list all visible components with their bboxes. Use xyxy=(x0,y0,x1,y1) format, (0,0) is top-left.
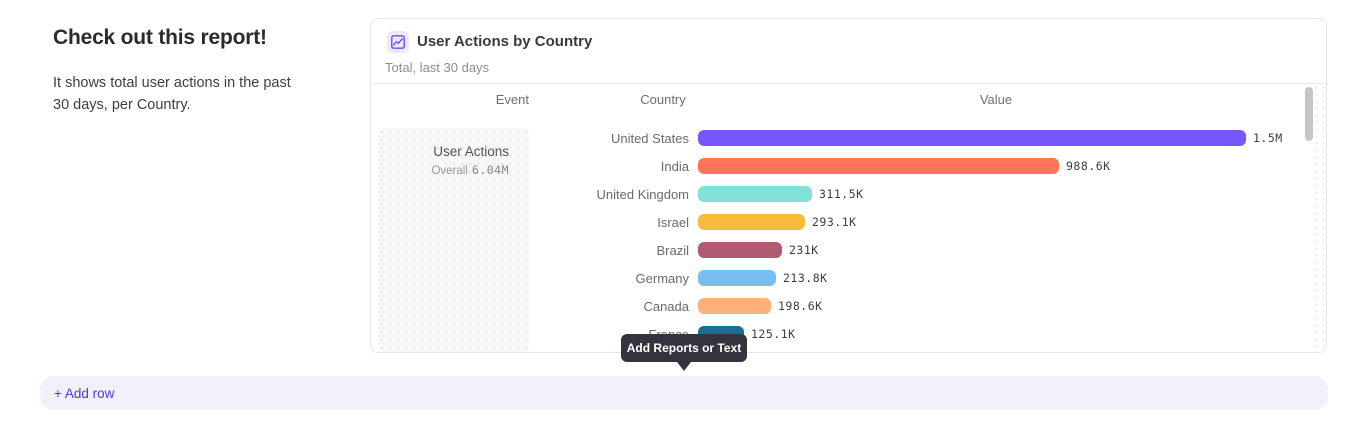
chart-row[interactable]: Israel 293.1K xyxy=(371,208,1326,236)
line-chart-icon xyxy=(387,31,409,53)
value-label: 293.1K xyxy=(812,215,857,229)
country-label: India xyxy=(660,158,689,174)
country-label: United Kingdom xyxy=(596,186,690,202)
value-label: 1.5M xyxy=(1253,131,1283,145)
vertical-scrollbar[interactable] xyxy=(1305,87,1313,141)
chart-row[interactable]: Brazil 231K xyxy=(371,236,1326,264)
value-label: 125.1K xyxy=(751,327,796,341)
bar-segment[interactable] xyxy=(698,298,771,314)
report-card[interactable]: User Actions by Country Total, last 30 d… xyxy=(370,18,1327,353)
event-name: User Actions xyxy=(433,144,509,159)
tooltip-label: Add Reports or Text xyxy=(626,341,742,355)
tooltip-arrow xyxy=(677,362,691,371)
country-label: Canada xyxy=(643,298,689,314)
bar-segment[interactable] xyxy=(698,130,1246,146)
country-label: United States xyxy=(610,130,689,146)
country-label: Germany xyxy=(635,270,689,286)
intro-block: Check out this report! It shows total us… xyxy=(53,26,303,116)
event-cell[interactable]: User Actions Overall 6.04M xyxy=(378,128,529,352)
chart-row[interactable]: United States 1.5M xyxy=(371,124,1326,152)
column-header-event: Event xyxy=(495,92,529,107)
bar-chart: Event Country Value User Actions Overall… xyxy=(371,84,1326,353)
value-label: 198.6K xyxy=(778,299,823,313)
page-title: Check out this report! xyxy=(53,26,267,49)
value-label: 988.6K xyxy=(1066,159,1111,173)
value-label: 231K xyxy=(789,243,819,257)
value-label: 213.8K xyxy=(783,271,828,285)
chart-row[interactable]: India 988.6K xyxy=(371,152,1326,180)
report-title: User Actions by Country xyxy=(417,33,593,50)
bar-segment[interactable] xyxy=(698,214,805,230)
bar-segment[interactable] xyxy=(698,158,1059,174)
card-edge-dots xyxy=(1313,84,1325,353)
report-card-header[interactable]: User Actions by Country Total, last 30 d… xyxy=(371,19,1326,83)
add-reports-tooltip: Add Reports or Text xyxy=(621,334,747,371)
add-row-button[interactable]: + Add row xyxy=(40,376,1328,410)
bar-segment[interactable] xyxy=(698,242,782,258)
event-total: 6.04M xyxy=(471,163,509,177)
bar-segment[interactable] xyxy=(698,270,776,286)
column-header-value: Value xyxy=(979,92,1013,107)
card-divider xyxy=(371,83,1326,84)
report-subtitle: Total, last 30 days xyxy=(385,60,490,75)
bar-segment[interactable] xyxy=(698,186,812,202)
country-label: Brazil xyxy=(656,242,689,258)
add-row-label: + Add row xyxy=(54,385,115,401)
event-aggregation: Overall 6.04M xyxy=(431,163,509,177)
chart-row[interactable]: Canada 198.6K xyxy=(371,292,1326,320)
value-label: 311.5K xyxy=(819,187,864,201)
chart-rows: United States 1.5M India 988.6K United K… xyxy=(371,84,1326,353)
chart-row[interactable]: Germany 213.8K xyxy=(371,264,1326,292)
chart-row[interactable]: United Kingdom 311.5K xyxy=(371,180,1326,208)
chart-row[interactable]: France 125.1K xyxy=(371,320,1326,348)
country-label: Israel xyxy=(657,214,689,230)
page-description: It shows total user actions in the past … xyxy=(53,75,291,113)
column-header-country: Country xyxy=(640,92,686,107)
